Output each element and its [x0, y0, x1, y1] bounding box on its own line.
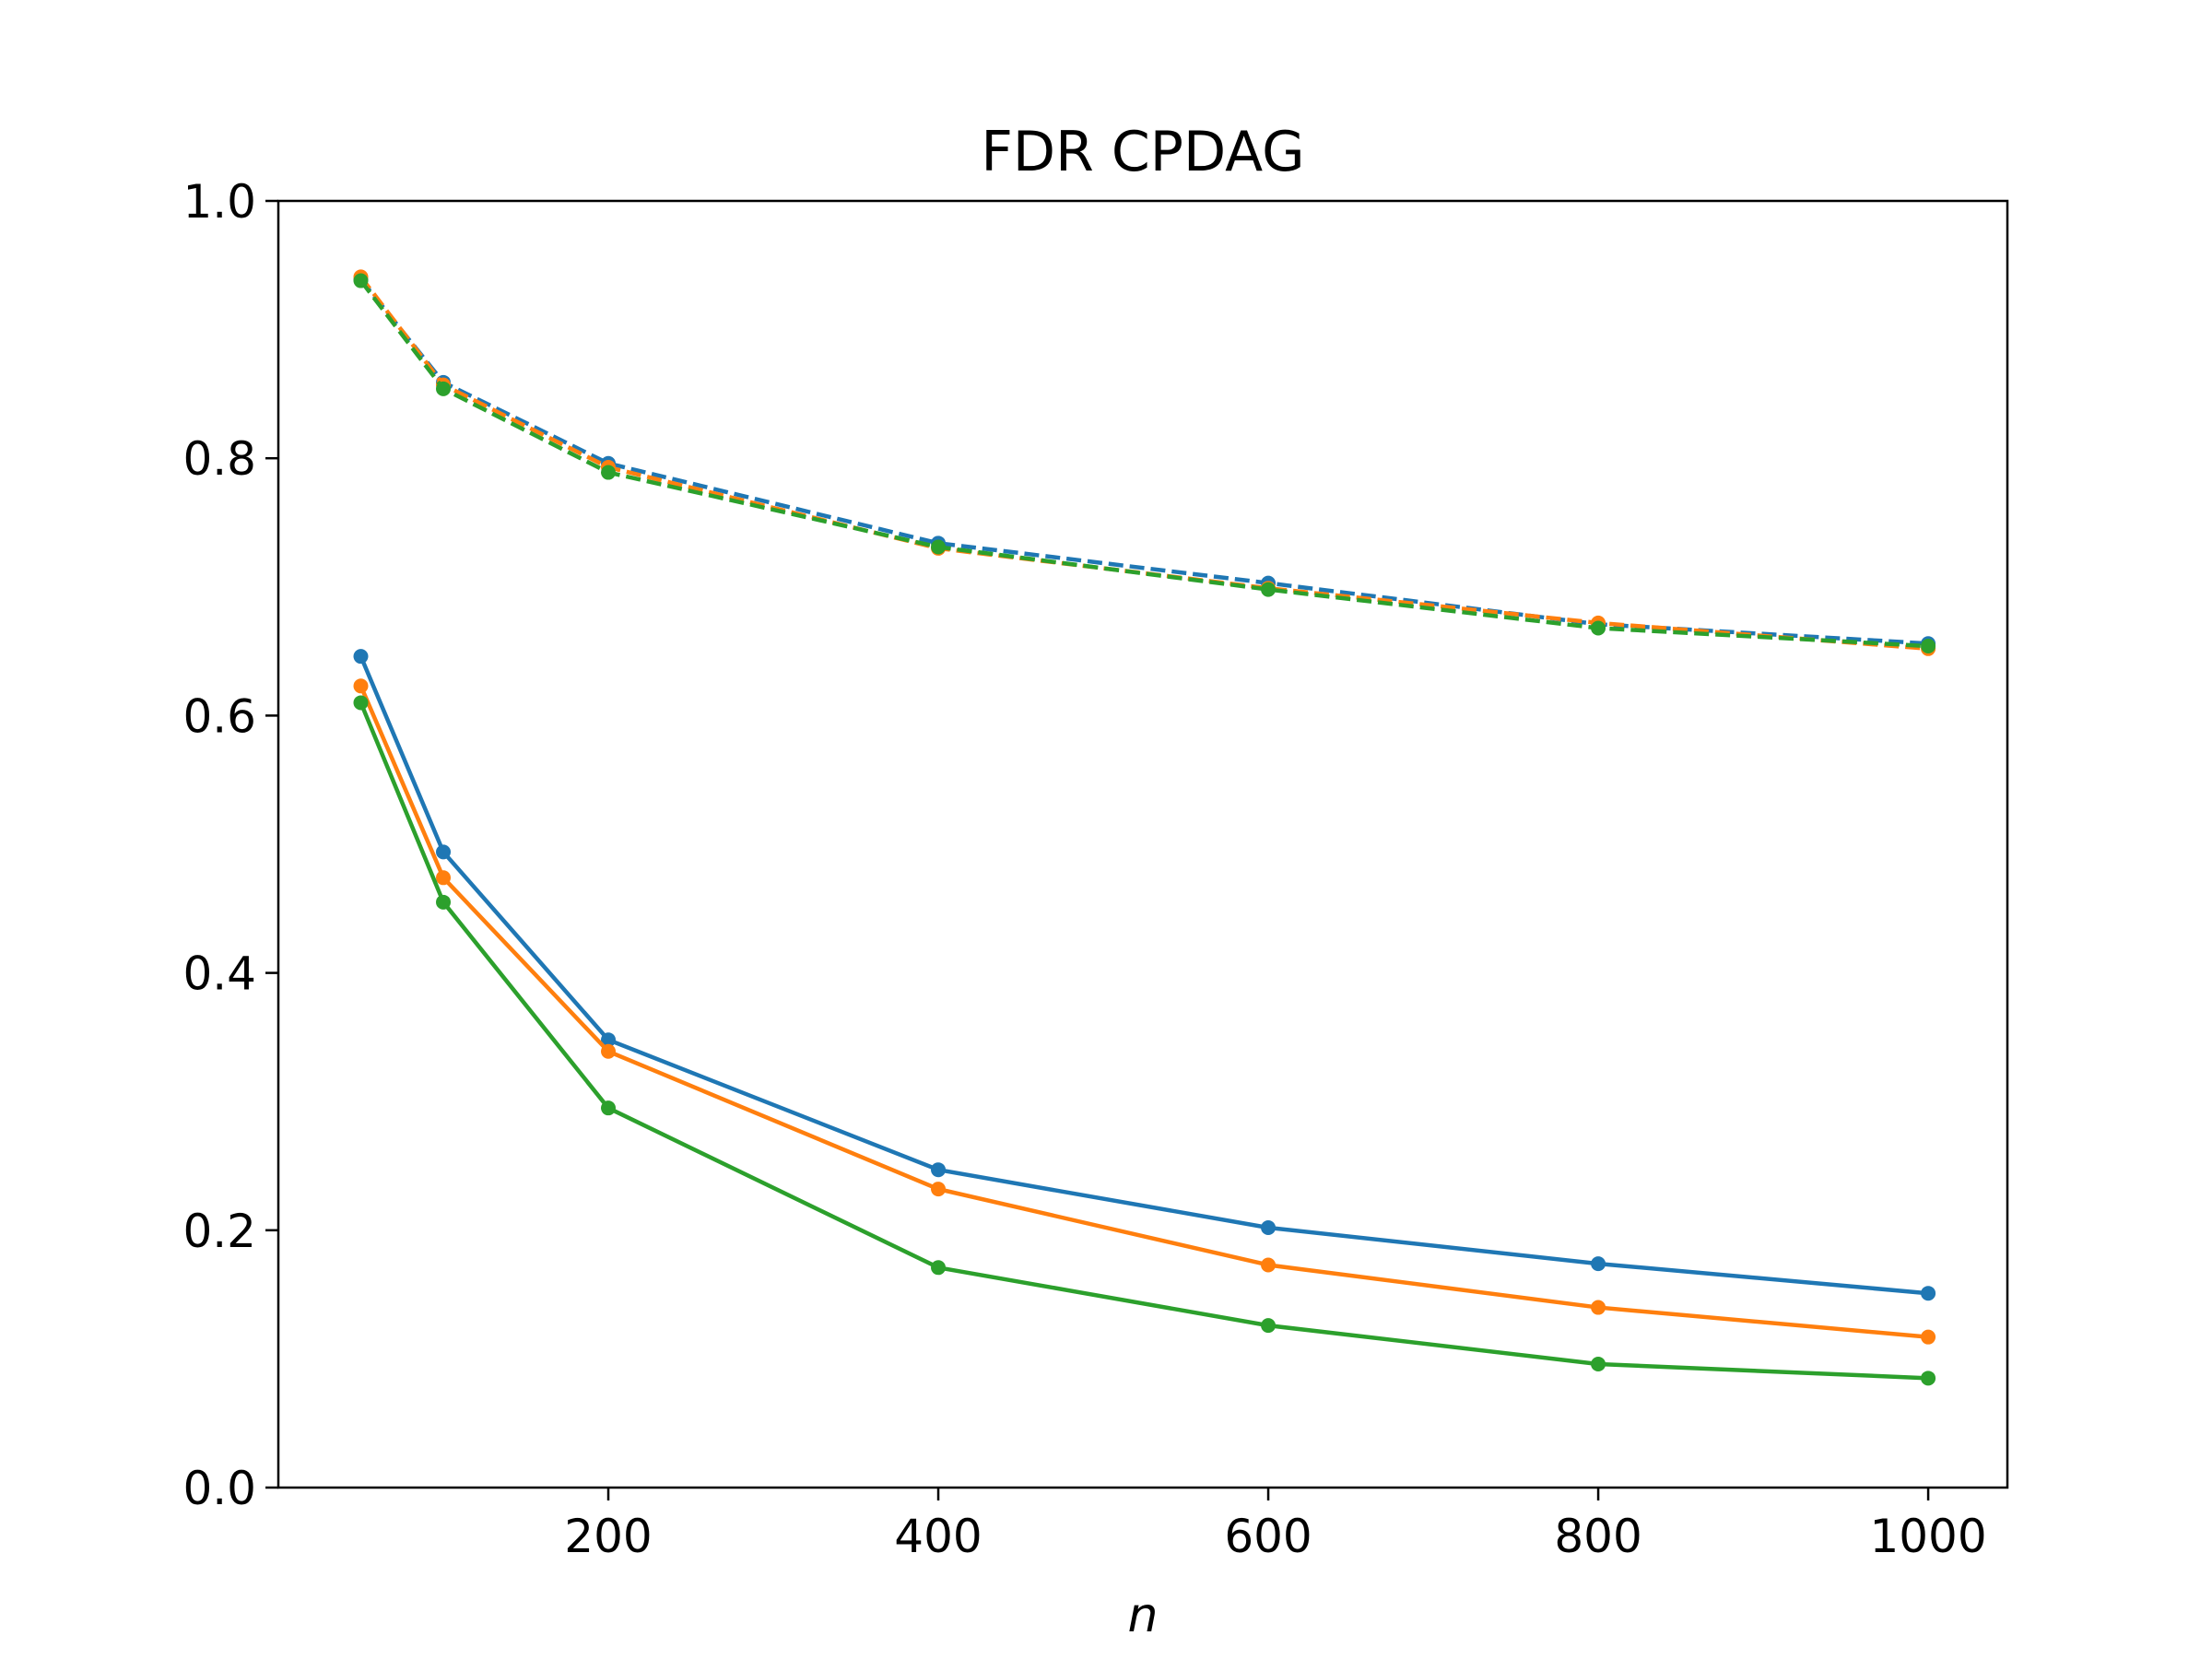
data-point — [353, 678, 369, 694]
data-point — [931, 1182, 947, 1197]
data-point — [436, 844, 452, 860]
data-point — [931, 1260, 947, 1276]
data-point — [931, 539, 947, 555]
data-point — [1261, 1220, 1277, 1236]
x-tick-label: 800 — [1554, 1510, 1641, 1563]
x-axis-label: n — [1128, 1588, 1159, 1643]
data-point — [436, 381, 452, 396]
data-point — [601, 465, 617, 480]
data-point — [601, 1100, 617, 1116]
data-point — [1921, 1286, 1936, 1301]
y-tick-label: 0.8 — [182, 432, 256, 486]
data-point — [1261, 582, 1277, 597]
data-point — [601, 1032, 617, 1048]
x-tick-label: 1000 — [1869, 1510, 1986, 1563]
data-point — [1591, 1300, 1606, 1315]
data-point — [1261, 1257, 1277, 1273]
data-point — [1591, 620, 1606, 636]
data-point — [436, 894, 452, 910]
series-2 — [353, 678, 1936, 1345]
series-1 — [353, 649, 1936, 1301]
series-layer — [353, 269, 1936, 1386]
x-tick-label: 600 — [1224, 1510, 1312, 1563]
x-tick-label: 400 — [894, 1510, 982, 1563]
data-point — [1921, 1371, 1936, 1386]
data-point — [353, 273, 369, 288]
data-point — [1261, 1318, 1277, 1334]
data-point — [353, 649, 369, 665]
y-tick-label: 0.4 — [182, 947, 256, 1001]
data-point — [601, 1043, 617, 1059]
data-point — [1921, 1329, 1936, 1345]
data-point — [931, 1162, 947, 1178]
data-point — [436, 870, 452, 886]
x-tick-label: 200 — [564, 1510, 652, 1563]
y-tick-label: 0.2 — [182, 1205, 256, 1258]
chart-title: FDR CPDAG — [981, 120, 1304, 184]
data-point — [353, 695, 369, 711]
series-3 — [353, 695, 1936, 1386]
y-tick-label: 0.0 — [182, 1462, 256, 1515]
y-tick-label: 0.6 — [182, 689, 256, 743]
data-point — [1591, 1256, 1606, 1272]
data-point — [1921, 639, 1936, 654]
data-point — [1591, 1356, 1606, 1371]
ticks-layer: 200 400 600 800 1000 0.0 0.2 0.4 0.6 0.8 1.0 — [182, 175, 1986, 1563]
y-tick-label: 1.0 — [182, 175, 256, 229]
plot-frame — [276, 199, 2009, 1489]
series-6 — [353, 273, 1936, 654]
